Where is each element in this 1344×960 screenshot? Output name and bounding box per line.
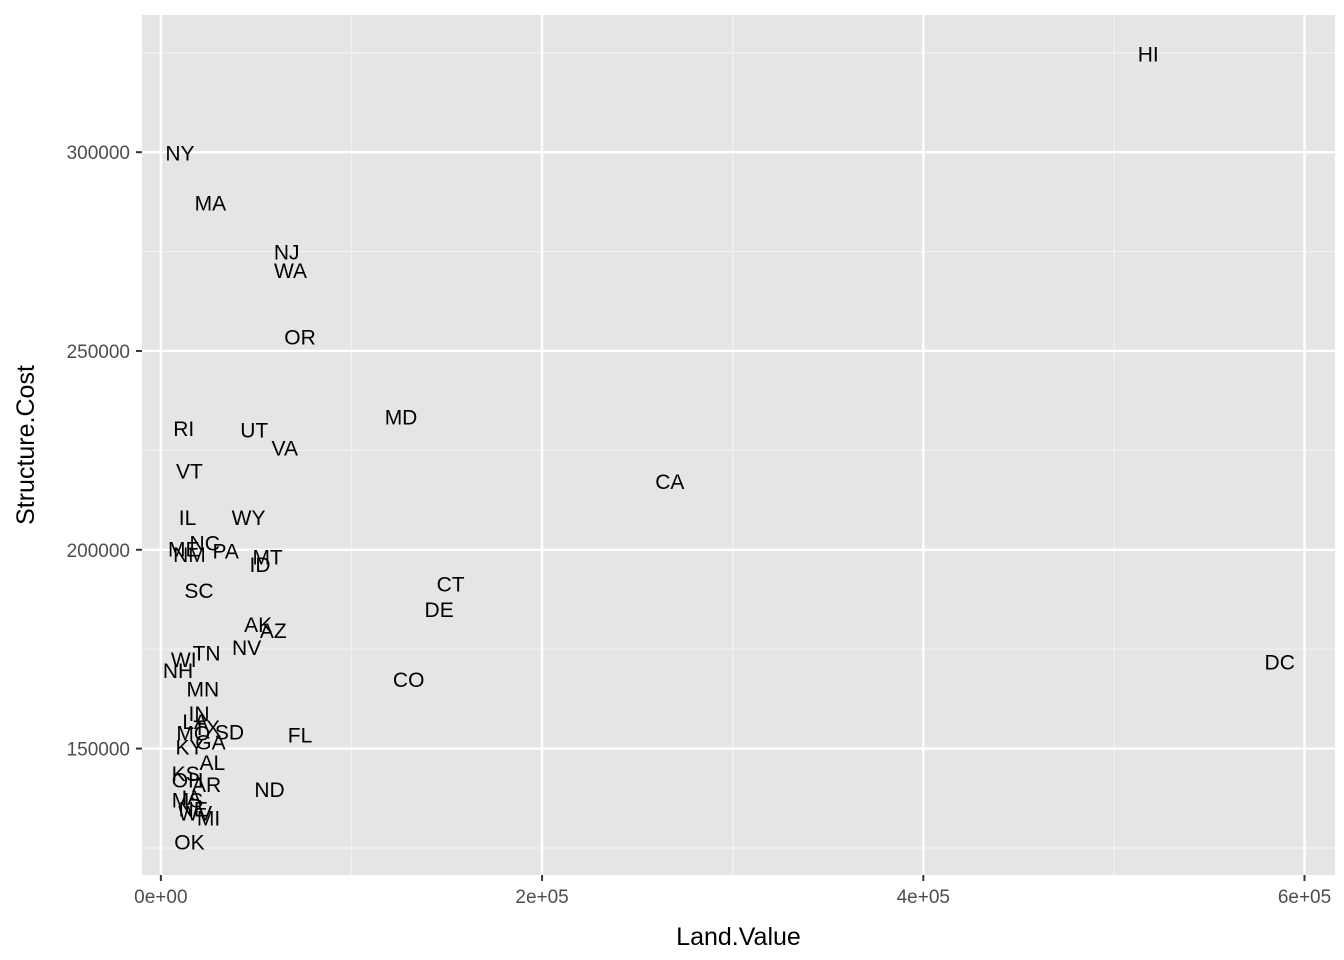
point-label-ca: CA: [655, 471, 684, 494]
point-label-fl: FL: [288, 724, 313, 747]
point-label-nv: NV: [232, 637, 261, 660]
point-label-tn: TN: [193, 642, 221, 665]
panel-background: [142, 15, 1335, 875]
point-label-hi: HI: [1138, 43, 1159, 66]
point-label-in: IN: [188, 703, 209, 726]
point-label-wv: WV: [178, 802, 212, 825]
point-label-sd: SD: [215, 722, 244, 745]
point-label-mt: MT: [252, 547, 282, 570]
point-label-nh: NH: [163, 660, 193, 683]
point-label-de: DE: [425, 599, 454, 622]
x-tick-label: 0e+00: [134, 887, 187, 908]
point-label-co: CO: [393, 669, 425, 692]
x-tick-label: 6e+05: [1278, 887, 1331, 908]
point-label-nj: NJ: [274, 241, 300, 264]
point-label-wi: WI: [171, 649, 197, 672]
point-label-ga: GA: [195, 731, 225, 754]
point-label-sc: SC: [184, 580, 213, 603]
point-label-or: OR: [284, 326, 316, 349]
point-label-az: AZ: [260, 620, 287, 643]
point-label-md: MD: [385, 406, 418, 429]
point-label-mo: MO: [176, 722, 210, 745]
point-label-ky: KY: [175, 736, 203, 759]
point-label-mn: MN: [186, 679, 219, 702]
x-axis-title: Land.Value: [676, 923, 801, 951]
point-label-il: IL: [179, 507, 197, 530]
major-gridlines: [142, 15, 1335, 875]
point-label-al: AL: [199, 752, 225, 775]
x-axis: 0e+00 2e+05 4e+05 6e+05: [134, 875, 1331, 908]
point-label-wy: WY: [232, 507, 266, 530]
point-label-pa: PA: [212, 540, 238, 563]
point-label-nc: NC: [190, 533, 220, 556]
point-label-ia: IA: [181, 787, 201, 810]
point-label-ak: AK: [244, 614, 272, 637]
point-label-ny: NY: [165, 143, 194, 166]
point-label-ok: OK: [174, 832, 204, 855]
y-axis-title: Structure.Cost: [12, 365, 40, 525]
point-label-nd: ND: [254, 779, 284, 802]
y-tick-label: 150000: [67, 740, 130, 761]
point-label-vt: VT: [176, 461, 203, 484]
point-label-ct: CT: [437, 574, 465, 597]
x-tick-label: 2e+05: [515, 887, 568, 908]
point-label-wa: WA: [274, 260, 307, 283]
point-label-la: LA: [182, 711, 208, 734]
point-label-ut: UT: [240, 419, 268, 442]
point-label-ms: MS: [172, 790, 204, 813]
point-label-mi: MI: [197, 807, 220, 830]
x-tick-label: 4e+05: [897, 887, 950, 908]
y-axis: 150000 200000 250000 300000: [67, 143, 142, 761]
point-label-me: ME: [168, 539, 200, 562]
point-label-ri: RI: [173, 418, 194, 441]
point-label-dc: DC: [1265, 652, 1295, 675]
point-label-ma: MA: [195, 192, 227, 215]
point-label-id: ID: [249, 554, 270, 577]
point-label-oh: OH: [172, 770, 204, 793]
point-label-ar: AR: [192, 774, 221, 797]
y-tick-label: 300000: [67, 143, 130, 164]
point-label-ks: KS: [172, 763, 200, 786]
y-tick-label: 250000: [67, 342, 130, 363]
point-label-tx: TX: [193, 717, 220, 740]
minor-gridlines: [142, 15, 1335, 875]
y-tick-label: 200000: [67, 541, 130, 562]
point-label-nm: NM: [173, 544, 206, 567]
point-label-va: VA: [272, 438, 298, 461]
point-label-ne: NE: [179, 798, 208, 821]
